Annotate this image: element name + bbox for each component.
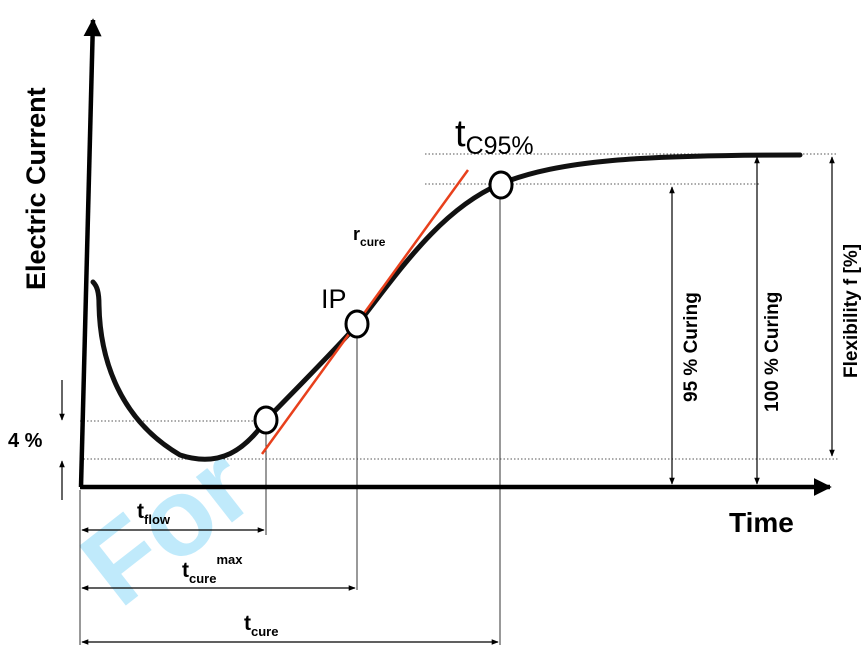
time-arrows: [81, 527, 499, 645]
marker-ip: [344, 309, 370, 339]
label-4-percent: 4 %: [8, 430, 43, 452]
label-tcure: tcure: [244, 612, 278, 639]
drop-lines: [79, 198, 501, 645]
label-ip: IP: [321, 284, 347, 314]
y-axis-label: Electric Current: [21, 87, 51, 290]
marker-tc95: [488, 170, 514, 200]
axes: [78, 18, 832, 496]
label-100-curing: 100 % Curing: [762, 292, 783, 412]
y-axis: [78, 18, 102, 488]
label-flexibility: Flexibility f [%]: [841, 244, 861, 378]
markers: [253, 170, 514, 435]
tangent-line-rcure: [260, 169, 470, 455]
label-rcure: rcure: [353, 224, 386, 249]
label-tc95: tC95%: [455, 113, 534, 160]
curing-curve: [90, 152, 803, 462]
label-tcuremax: tcuremax: [182, 552, 243, 586]
label-95-curing: 95 % Curing: [681, 292, 702, 402]
x-axis-label: Time: [729, 507, 794, 538]
label-tflow: tflow: [137, 500, 171, 527]
guide-lines: [80, 153, 838, 460]
right-arrows: [669, 156, 835, 485]
marker-tflow: [253, 405, 279, 435]
